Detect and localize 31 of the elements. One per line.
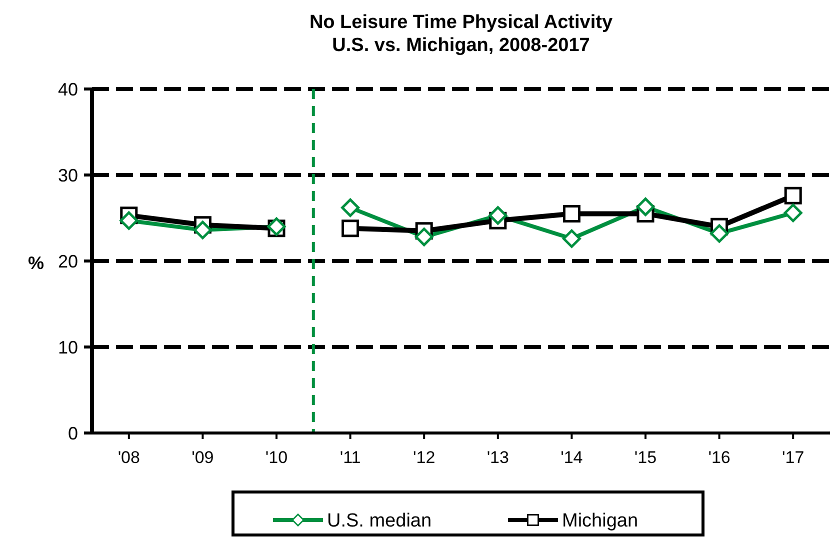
point [562, 204, 580, 222]
point [784, 204, 802, 222]
point [193, 220, 212, 240]
point [120, 211, 138, 230]
y-tick-label: 20 [58, 251, 78, 272]
legend-label: U.S. median [327, 510, 432, 532]
point [488, 206, 508, 225]
point [636, 198, 655, 216]
x-tick-label: '15 [634, 448, 657, 467]
x-tick-label: '09 [192, 448, 214, 467]
x-tick-label: '14 [560, 448, 583, 467]
y-tick-label: 0 [68, 423, 78, 444]
x-tick-label: '11 [340, 448, 361, 467]
x-tick-label: '17 [782, 448, 804, 467]
point [341, 198, 360, 217]
y-tick-label: 30 [58, 165, 78, 186]
point [710, 224, 729, 243]
x-tick-label: '16 [708, 448, 730, 467]
x-tick-label: '12 [413, 448, 436, 467]
point [414, 228, 434, 246]
y-tick-label: 40 [58, 79, 78, 100]
legend-label: Michigan [562, 510, 638, 532]
y-axis-title: % [28, 253, 44, 273]
chart-title: No Leisure Time Physical Activity U.S. vs. Michigan, 2008-2017 [309, 12, 613, 56]
point [784, 186, 802, 204]
y-tick-label: 10 [58, 337, 78, 358]
point [562, 229, 581, 248]
x-tick-label: '08 [118, 448, 140, 467]
x-tick-label: '10 [265, 448, 288, 467]
x-tick-label: '13 [486, 448, 509, 467]
point [342, 220, 360, 238]
